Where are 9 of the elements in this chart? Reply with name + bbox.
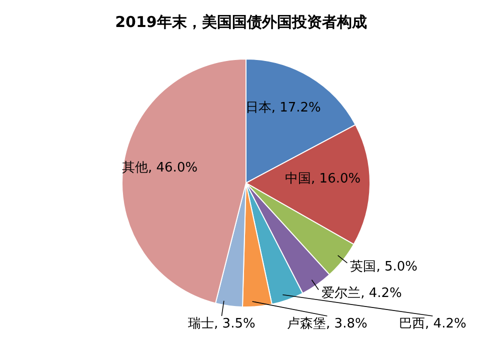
slice-label: 卢森堡, 3.8% bbox=[287, 316, 368, 332]
chart-title: 2019年末，美国国债外国投资者构成 bbox=[115, 13, 367, 31]
slice-label: 中国, 16.0% bbox=[285, 172, 361, 187]
slice-label: 爱尔兰, 4.2% bbox=[322, 286, 402, 302]
slice-label: 瑞士, 3.5% bbox=[188, 316, 256, 332]
slice-label: 其他, 46.0% bbox=[122, 160, 198, 176]
slice-label: 英国, 5.0% bbox=[350, 259, 418, 274]
slice-label: 巴西, 4.2% bbox=[399, 316, 466, 332]
slice-label: 日本, 17.2% bbox=[245, 100, 321, 116]
